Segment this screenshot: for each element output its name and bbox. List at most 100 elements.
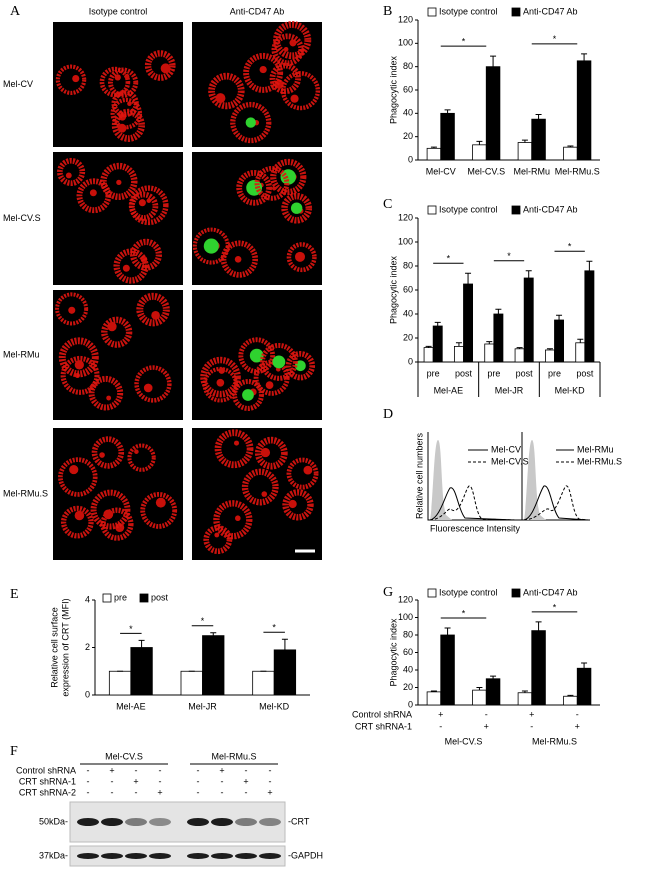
bar [576, 60, 592, 161]
cell [91, 436, 125, 469]
blot-condition-mark: - [87, 776, 90, 786]
blot-condition-mark: - [221, 776, 224, 786]
cell-granule [138, 199, 146, 207]
cell [280, 71, 321, 111]
legend-swatch [427, 7, 437, 17]
error-bar [581, 662, 588, 669]
cell [108, 67, 139, 98]
y-axis-label: Phagocytic index [388, 55, 398, 124]
engulfed-cell [203, 238, 219, 254]
cell [203, 525, 233, 555]
y-tick-label: 100 [398, 38, 413, 48]
bar [523, 277, 534, 363]
blot-condition-mark: - [87, 765, 90, 775]
cell-granule [69, 464, 79, 475]
y-tick-label: 80 [403, 61, 413, 71]
panel-label: A [10, 4, 21, 19]
x-tick-label: pre [548, 368, 561, 378]
error-bar [586, 260, 593, 271]
y-tick-label: 20 [403, 682, 413, 692]
error-bar [521, 690, 528, 693]
error-bar [581, 53, 588, 61]
y-tick-label: 0 [408, 356, 413, 366]
cell [101, 316, 133, 348]
error-bar [138, 639, 145, 648]
cell-granule [290, 94, 299, 103]
blot-condition-mark: - [135, 787, 138, 797]
cell [230, 101, 272, 144]
cell [128, 185, 169, 226]
x-tick-label: post [516, 368, 534, 378]
error-bar [490, 55, 497, 67]
cell [192, 227, 230, 265]
legend-swatch [511, 7, 521, 17]
cell-granule [233, 440, 240, 446]
error-bar [430, 690, 437, 692]
blot-band [149, 818, 171, 826]
significance-label: * [553, 34, 557, 44]
cell-granule [259, 65, 267, 74]
bar [472, 689, 487, 706]
cell-granule [134, 449, 139, 454]
y-tick-label: 20 [403, 332, 413, 342]
cell-granule [265, 381, 274, 389]
group-label: Mel-KD [555, 385, 586, 395]
cell [58, 337, 99, 378]
d-legend: Mel-RMu [577, 444, 614, 454]
cell-granule [155, 497, 166, 508]
significance-label: * [129, 624, 133, 634]
blot-marker: 50kDa- [39, 816, 68, 826]
x-tick-label: Mel-CV [426, 166, 456, 176]
engulfed-cell [272, 355, 286, 369]
cell [271, 33, 305, 66]
blot-band [211, 853, 233, 859]
x-tick-label: Mel-RMu [513, 166, 550, 176]
cell [243, 52, 284, 93]
error-bar [535, 621, 542, 631]
legend-swatch [139, 593, 149, 603]
bar [531, 630, 546, 706]
d-legend: Mel-RMu.S [577, 456, 622, 466]
blot-condition-mark: - [221, 787, 224, 797]
error-bar [476, 687, 483, 691]
blot-condition-mark: + [243, 776, 248, 786]
error-bar [476, 140, 483, 145]
panel-label: E [10, 587, 19, 602]
bar [108, 670, 132, 696]
cell-granule [65, 172, 72, 179]
error-bar [430, 146, 437, 149]
error-bar [210, 632, 217, 636]
blot-group-label: Mel-RMu.S [211, 751, 256, 761]
x-tick-label: pre [487, 368, 500, 378]
blot-group-label: Mel-CV.S [105, 751, 143, 761]
blot-band [259, 853, 281, 859]
bar [472, 144, 487, 161]
y-tick-label: 40 [403, 308, 413, 318]
group-label: Mel-CV.S [445, 736, 483, 746]
bar [545, 349, 555, 363]
bar [463, 283, 474, 363]
cell [285, 351, 316, 381]
cell [88, 375, 124, 411]
engulfed-cell [249, 348, 264, 363]
blot-band [259, 818, 281, 826]
cell [136, 292, 170, 327]
cell-granule [294, 251, 305, 262]
cell-granule [216, 378, 225, 387]
cell-granule [74, 360, 84, 370]
cell-granule [99, 452, 105, 458]
error-bar [577, 338, 584, 343]
bar [584, 270, 595, 363]
condition-mark: + [529, 709, 534, 719]
blot-band [101, 818, 123, 826]
error-bar [465, 272, 472, 284]
x-tick-label: Mel-AE [116, 701, 146, 711]
row-label: Mel-RMu [3, 349, 40, 359]
blot-condition-mark: - [197, 787, 200, 797]
legend-label: Anti-CD47 Ab [523, 587, 578, 597]
condition-label: CRT shRNA-1 [355, 721, 412, 731]
blot-condition-mark: + [219, 765, 224, 775]
y-tick-label: 60 [403, 84, 413, 94]
bar [531, 118, 546, 161]
legend-label: pre [114, 592, 127, 602]
